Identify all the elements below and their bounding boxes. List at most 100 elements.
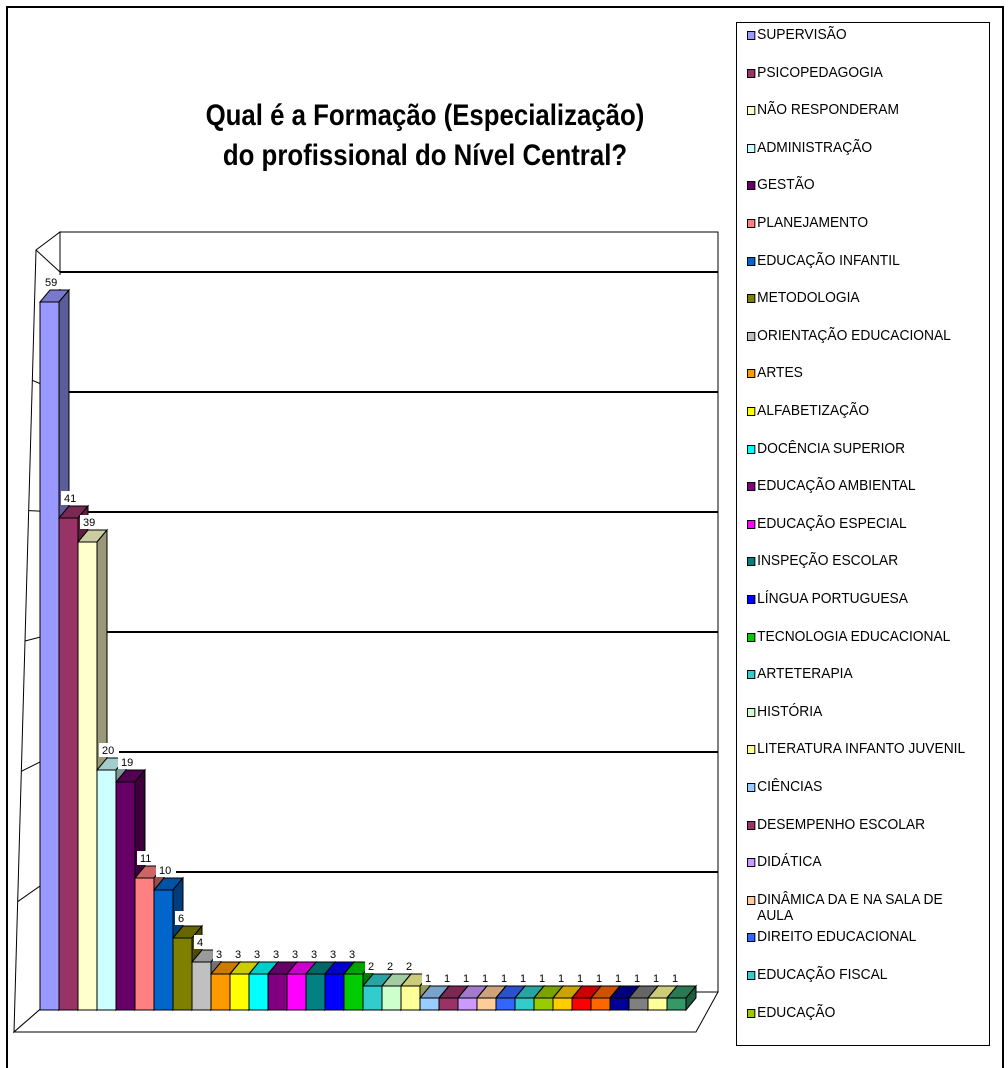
- bar-front: [590, 997, 611, 1011]
- data-label-text: 3: [216, 949, 222, 961]
- bar-front: [115, 781, 136, 1011]
- chart-legend: SUPERVISÃO PSICOPEDAGOGIA NÃO RESPONDERAM A…: [736, 22, 990, 1046]
- legend-label: INSPEÇÃO ESCOLAR: [757, 552, 899, 570]
- legend-swatch: [747, 670, 756, 680]
- data-label-bg: [118, 755, 138, 769]
- legend-label: DIDÁTICA: [757, 853, 822, 871]
- bar-front: [134, 877, 155, 1011]
- legend-label: NÃO RESPONDERAM: [757, 101, 899, 119]
- legend-swatch: [747, 444, 756, 454]
- data-label-bg: [194, 935, 207, 949]
- legend-item: EDUCAÇÃO ESPECIAL: [747, 514, 971, 532]
- legend-swatch: [747, 181, 756, 191]
- bar-front: [533, 997, 554, 1011]
- legend-label: EDUCAÇÃO AMBIENTAL: [757, 477, 916, 495]
- data-label-text: 6: [178, 913, 184, 925]
- legend-label: ARTETERAPIA: [757, 665, 853, 683]
- data-label-bg: [479, 971, 492, 985]
- legend-item: TECNOLOGIA EDUCACIONAL: [747, 628, 971, 645]
- legend-swatch: [747, 971, 756, 980]
- data-label-text: 2: [387, 961, 393, 973]
- data-label: 1: [422, 971, 435, 985]
- data-label: 1: [593, 971, 606, 985]
- legend-label: SUPERVISÃO: [757, 26, 847, 43]
- data-label: 11: [137, 851, 157, 865]
- legend-swatch: [747, 219, 756, 228]
- legend-swatch: [747, 895, 756, 905]
- data-label: 3: [251, 947, 264, 961]
- legend-swatch: [747, 407, 756, 416]
- data-label-text: 1: [482, 973, 488, 985]
- bar-front: [438, 997, 459, 1011]
- data-label-bg: [536, 971, 549, 985]
- bar-front: [343, 973, 364, 1011]
- legend-label: PLANEJAMENTO: [757, 214, 869, 231]
- data-label-text: 19: [121, 757, 133, 769]
- data-label: 3: [232, 947, 245, 961]
- legend-item: PSICOPEDAGOGIA: [747, 63, 971, 81]
- legend-label: LITERATURA INFANTO JUVENIL: [757, 740, 966, 758]
- data-label-bg: [80, 515, 100, 529]
- bar-front: [609, 997, 630, 1011]
- legend-item: DOCÊNCIA SUPERIOR: [747, 440, 971, 457]
- bar-front: [381, 985, 402, 1011]
- data-label-bg: [270, 947, 283, 961]
- legend-item: ARTES: [747, 365, 971, 381]
- legend-item: DINÂMICA DA E NA SALA DE AULA: [747, 891, 971, 924]
- data-label-text: 1: [501, 973, 507, 985]
- data-label: 1: [517, 971, 530, 985]
- bar-front: [39, 301, 60, 1011]
- legend-swatch: [747, 256, 756, 266]
- data-label-bg: [422, 971, 435, 985]
- legend-item: DIREITO EDUCACIONAL: [747, 929, 971, 945]
- data-label: 1: [498, 971, 511, 985]
- data-label-text: 3: [273, 949, 279, 961]
- legend-label: GESTÃO: [757, 176, 815, 194]
- bar-front: [77, 541, 98, 1011]
- data-label: 3: [213, 947, 226, 961]
- data-label-text: 3: [235, 949, 241, 961]
- bar-front: [248, 973, 269, 1011]
- data-label-text: 1: [425, 973, 431, 985]
- data-label: 39: [80, 515, 100, 529]
- data-label-bg: [403, 959, 416, 973]
- legend-label: EDUCAÇÃO ESPECIAL: [757, 514, 907, 532]
- legend-label: ADMINISTRAÇÃO: [757, 138, 873, 156]
- bar-front: [400, 985, 421, 1011]
- legend-item: HISTÓRIA: [747, 703, 971, 720]
- legend-item: ADMINISTRAÇÃO: [747, 138, 971, 156]
- data-label-text: 3: [254, 949, 260, 961]
- legend-swatch: [747, 783, 756, 792]
- legend-item: DESEMPENHO ESCOLAR: [747, 815, 971, 833]
- legend-label: METODOLOGIA: [757, 289, 860, 307]
- legend-label: DESEMPENHO ESCOLAR: [757, 815, 926, 833]
- legend-item: PLANEJAMENTO: [747, 215, 971, 231]
- legend-swatch: [747, 331, 756, 341]
- legend-label: PSICOPEDAGOGIA: [757, 63, 883, 81]
- legend-item: INSPEÇÃO ESCOLAR: [747, 553, 971, 569]
- bar-front: [324, 973, 345, 1011]
- legend-swatch: [747, 106, 756, 116]
- bar-front: [495, 997, 516, 1011]
- data-label-text: 39: [83, 517, 95, 529]
- data-label: 4: [194, 935, 207, 949]
- data-label-text: 2: [406, 961, 412, 973]
- data-label: 1: [612, 971, 625, 985]
- data-label: 6: [175, 911, 188, 925]
- data-label-text: 1: [520, 973, 526, 985]
- legend-item: EDUCAÇÃO FISCAL: [747, 967, 971, 983]
- data-label: 1: [631, 971, 644, 985]
- bar-front: [476, 997, 497, 1011]
- bar-front: [514, 997, 535, 1011]
- legend-swatch: [747, 933, 756, 943]
- bar-front: [172, 937, 193, 1011]
- data-label: 1: [650, 971, 663, 985]
- legend-label: ORIENTAÇÃO EDUCACIONAL: [757, 326, 951, 344]
- data-label-bg: [42, 275, 62, 289]
- bar-front: [191, 961, 212, 1011]
- data-label-text: 3: [311, 949, 317, 961]
- legend-item: LITERATURA INFANTO JUVENIL: [747, 741, 971, 757]
- bar-front: [210, 973, 231, 1011]
- data-label-text: 20: [102, 745, 114, 757]
